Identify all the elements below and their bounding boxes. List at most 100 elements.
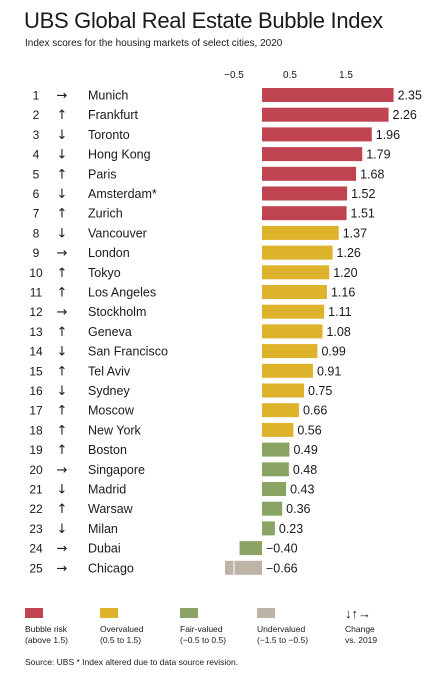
rank-label: 25 — [29, 561, 43, 575]
value-label: 0.23 — [279, 522, 303, 536]
bar — [262, 383, 304, 398]
city-label: Los Angeles — [88, 286, 156, 300]
source-note: Source: UBS * Index altered due to data … — [25, 657, 239, 667]
value-label: 1.52 — [351, 187, 375, 201]
legend-range-overvalued: (0.5 to 1.5) — [100, 635, 142, 645]
city-label: Chicago — [88, 561, 134, 575]
legend-range-fair: (−0.5 to 0.5) — [180, 635, 227, 645]
rank-label: 9 — [33, 246, 40, 260]
legend-item-undervalued: Undervalued (−1.5 to −0.5) — [257, 608, 308, 646]
change-arrow-icon: ↑ — [57, 404, 68, 419]
change-arrow-icon: → — [57, 305, 68, 320]
value-label: 1.79 — [366, 148, 390, 162]
change-arrow-icon: ↑ — [57, 286, 68, 301]
rank-label: 13 — [29, 325, 43, 339]
bar — [262, 363, 313, 378]
legend-label-change: Change — [345, 624, 375, 634]
bar — [262, 324, 323, 339]
city-label: Frankfurt — [88, 108, 139, 122]
rank-label: 20 — [29, 463, 43, 477]
legend-item-fair: Fair-valued (−0.5 to 0.5) — [180, 608, 226, 646]
legend-label-bubble: Bubble risk — [25, 624, 68, 634]
value-label: 0.43 — [290, 483, 314, 497]
value-label: 1.68 — [360, 167, 384, 181]
change-arrow-icon: ↓ — [57, 345, 68, 360]
city-label: Milan — [88, 522, 118, 536]
city-label: Madrid — [88, 483, 126, 497]
rank-label: 16 — [29, 384, 43, 398]
city-label: Munich — [88, 89, 128, 103]
bar-chart: −0.5 0.5 1.51 → Munich 2.352 ↑ Frankfurt 2.263 ↓ T… — [29, 70, 422, 576]
rank-label: 3 — [33, 128, 40, 142]
bar — [225, 560, 262, 575]
city-label: Singapore — [88, 463, 145, 477]
rank-label: 5 — [33, 167, 40, 181]
value-label: 0.56 — [297, 423, 321, 437]
change-arrow-icon: → — [57, 463, 68, 478]
bar — [262, 127, 372, 142]
legend-range-undervalued: (−1.5 to −0.5) — [257, 635, 309, 645]
change-arrow-icon: ↓ — [57, 128, 68, 143]
city-label: Boston — [88, 443, 127, 457]
city-label: Warsaw — [88, 502, 134, 516]
rank-label: 6 — [33, 187, 40, 201]
x-tick-label: −0.5 — [224, 70, 244, 81]
rank-label: 14 — [29, 345, 43, 359]
bar — [262, 166, 357, 181]
legend-swatch-overvalued — [100, 608, 118, 618]
change-arrow-icon: ↑ — [57, 364, 68, 379]
chart-title: UBS Global Real Estate Bubble Index — [24, 8, 383, 33]
bar — [262, 147, 363, 162]
rank-label: 8 — [33, 226, 40, 240]
change-arrow-icon: → — [57, 542, 68, 557]
value-label: 0.99 — [321, 345, 345, 359]
value-label: 2.26 — [393, 108, 417, 122]
city-label: Vancouver — [88, 226, 147, 240]
legend-range-change: vs. 2019 — [345, 635, 378, 645]
rank-label: 4 — [33, 148, 40, 162]
rank-label: 11 — [30, 286, 43, 300]
legend-item-bubble: Bubble risk (above 1.5) — [25, 608, 68, 646]
rank-label: 19 — [29, 443, 43, 457]
change-arrow-icon: ↓ — [57, 187, 68, 202]
rank-label: 23 — [29, 522, 43, 536]
change-arrow-icon: ↓ — [57, 384, 68, 399]
change-arrow-icon: → — [57, 89, 68, 104]
chart-subtitle: Index scores for the housing markets of … — [25, 38, 283, 49]
legend-label-fair: Fair-valued — [180, 624, 223, 634]
value-label: −0.40 — [266, 542, 298, 556]
value-label: 0.48 — [293, 463, 317, 477]
city-label: London — [88, 246, 130, 260]
x-tick-label: 1.5 — [339, 70, 353, 81]
bar — [262, 88, 394, 102]
value-label: 0.91 — [317, 364, 341, 378]
value-label: 1.16 — [331, 286, 355, 300]
change-arrow-icon: ↑ — [57, 325, 68, 340]
value-label: 1.37 — [343, 226, 367, 240]
change-arrows-icon: ↓↑→ — [345, 606, 371, 621]
change-arrow-icon: ↓ — [57, 226, 68, 241]
bar — [262, 186, 348, 201]
city-label: Sydney — [88, 384, 130, 398]
bar — [262, 107, 389, 122]
value-label: 1.11 — [328, 305, 351, 319]
change-arrow-icon: → — [57, 246, 68, 261]
bar — [262, 462, 289, 477]
rank-label: 2 — [33, 108, 40, 122]
rank-label: 1 — [33, 89, 40, 103]
rank-label: 12 — [29, 305, 43, 319]
bar — [262, 501, 283, 516]
legend: Bubble risk (above 1.5) Overvalued (0.5 … — [25, 606, 425, 656]
city-label: Dubai — [88, 542, 121, 556]
rank-label: 24 — [29, 542, 43, 556]
legend-item-overvalued: Overvalued (0.5 to 1.5) — [100, 608, 143, 646]
city-label: Amsterdam* — [88, 187, 157, 201]
city-label: Stockholm — [88, 305, 146, 319]
bar — [262, 442, 290, 457]
city-label: Hong Kong — [88, 148, 151, 162]
city-label: Toronto — [88, 128, 130, 142]
value-label: 2.35 — [398, 89, 422, 103]
value-label: 1.20 — [333, 266, 357, 280]
legend-swatch-fair — [180, 608, 198, 618]
rank-label: 22 — [29, 502, 43, 516]
